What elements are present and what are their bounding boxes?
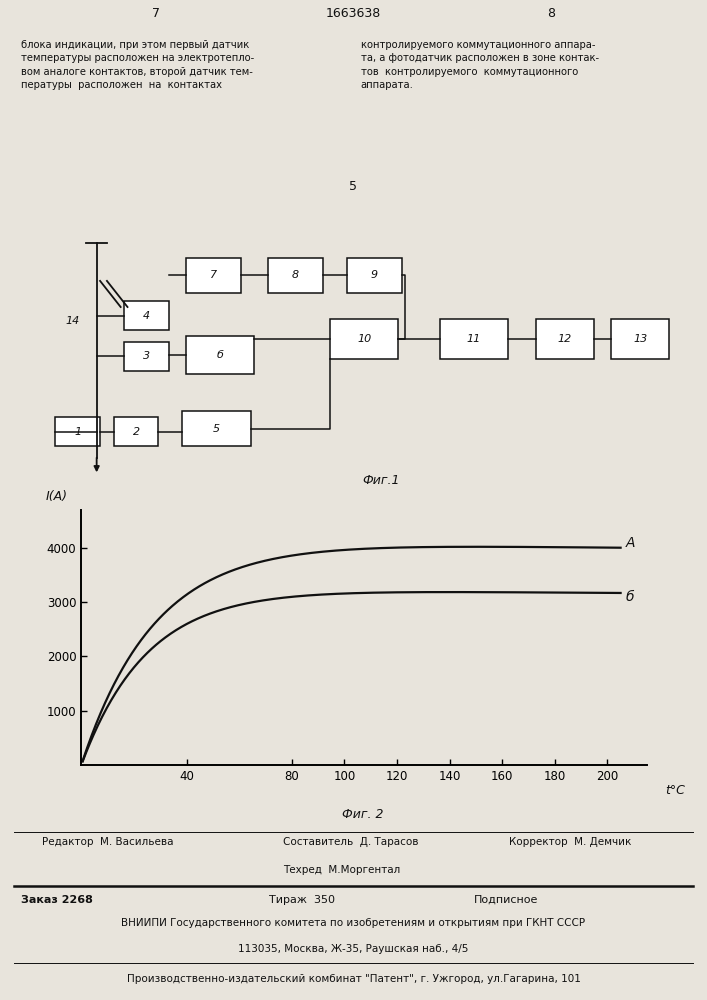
Text: 5: 5 (349, 180, 358, 193)
Text: 9: 9 (371, 270, 378, 280)
Text: контролируемого коммутационного аппара-
та, а фотодатчик расположен в зоне конта: контролируемого коммутационного аппара- … (361, 40, 599, 90)
Text: 5: 5 (213, 424, 220, 434)
Text: Составитель  Д. Тарасов: Составитель Д. Тарасов (283, 837, 419, 847)
Text: Фиг. 2: Фиг. 2 (342, 808, 383, 821)
Text: 2: 2 (132, 427, 140, 437)
Text: I(A): I(A) (46, 490, 68, 503)
Text: Тираж  350: Тираж 350 (269, 895, 334, 905)
Bar (347, 258, 402, 292)
Bar (186, 258, 240, 292)
Text: 7: 7 (151, 7, 160, 20)
Text: б: б (216, 350, 223, 360)
Bar (611, 319, 670, 359)
Text: 14: 14 (65, 316, 79, 326)
Text: 13: 13 (633, 334, 648, 344)
Text: Фиг.1: Фиг.1 (363, 474, 400, 487)
Text: Заказ 2268: Заказ 2268 (21, 895, 93, 905)
Bar (186, 336, 255, 374)
Bar (114, 417, 158, 446)
Text: t°C: t°C (665, 784, 685, 797)
Text: 11: 11 (467, 334, 481, 344)
Text: Корректор  М. Демчик: Корректор М. Демчик (509, 837, 631, 847)
Text: 10: 10 (357, 334, 371, 344)
Text: A: A (626, 536, 636, 550)
Text: 113035, Москва, Ж-35, Раушская наб., 4/5: 113035, Москва, Ж-35, Раушская наб., 4/5 (238, 944, 469, 954)
Text: Техред  М.Моргентал: Техред М.Моргентал (283, 865, 400, 875)
Bar (124, 301, 169, 330)
Bar (268, 258, 323, 292)
Text: 4: 4 (143, 311, 150, 321)
Text: 3: 3 (143, 351, 150, 361)
Text: 1: 1 (74, 427, 81, 437)
Bar (55, 417, 100, 446)
Text: 7: 7 (210, 270, 217, 280)
Text: б: б (626, 590, 634, 604)
Text: 8: 8 (292, 270, 299, 280)
Text: блока индикации, при этом первый датчик
температуры расположен на электротепло-
: блока индикации, при этом первый датчик … (21, 40, 255, 90)
Bar (329, 319, 399, 359)
Bar (440, 319, 508, 359)
Text: Редактор  М. Васильева: Редактор М. Васильева (42, 837, 174, 847)
Text: 12: 12 (558, 334, 572, 344)
Bar (182, 411, 251, 446)
Bar (536, 319, 594, 359)
Text: 8: 8 (547, 7, 556, 20)
Text: 1663638: 1663638 (326, 7, 381, 20)
Text: ВНИИПИ Государственного комитета по изобретениям и открытиям при ГКНТ СССР: ВНИИПИ Государственного комитета по изоб… (122, 918, 585, 928)
Bar (124, 342, 169, 371)
Text: Производственно-издательский комбинат "Патент", г. Ужгород, ул.Гагарина, 101: Производственно-издательский комбинат "П… (127, 974, 580, 984)
Text: Подписное: Подписное (474, 895, 538, 905)
